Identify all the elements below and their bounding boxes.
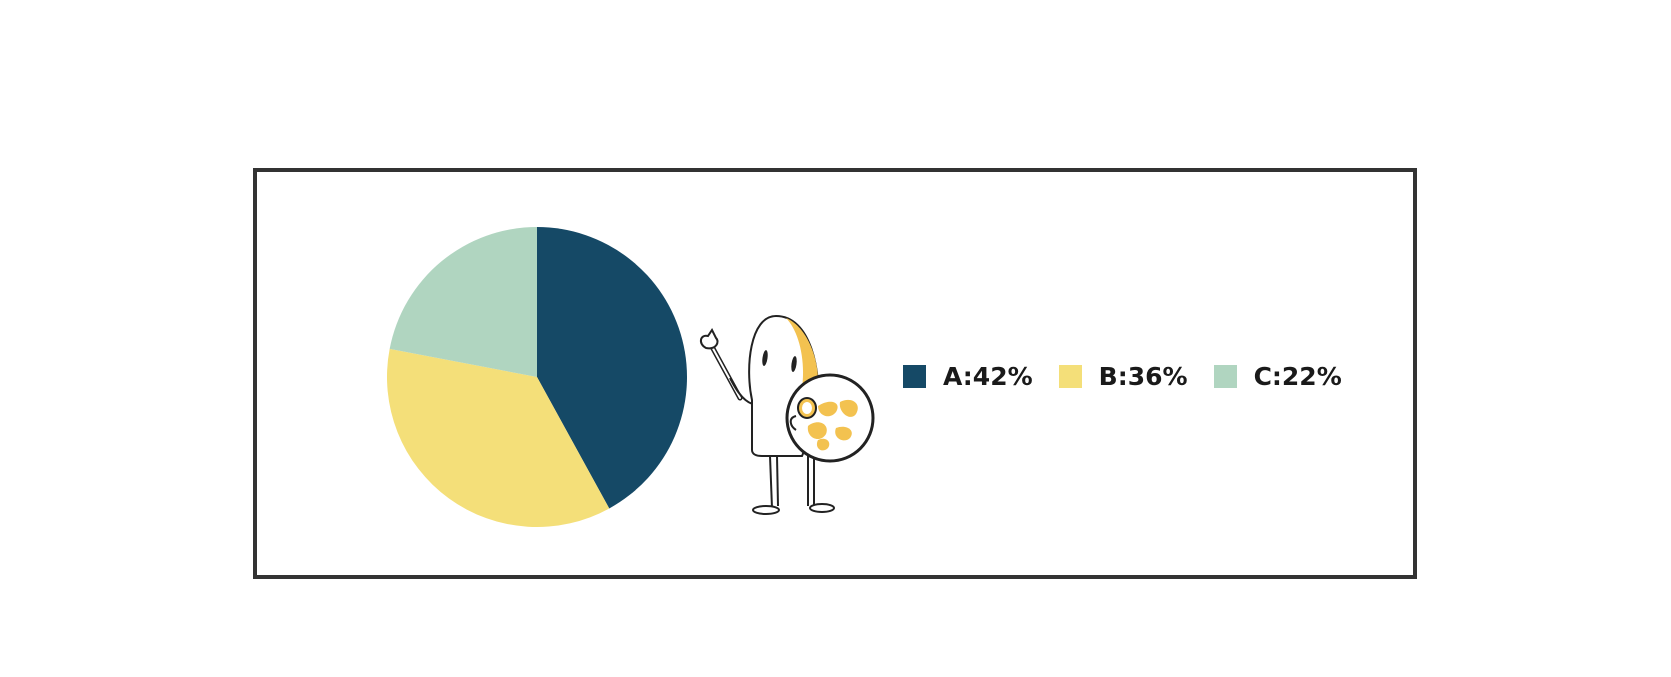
- legend-label-b: B:36%: [1098, 361, 1188, 391]
- legend-item-c: C:22%: [1213, 361, 1342, 391]
- legend-swatch-c: [1213, 364, 1237, 388]
- pie-slice-b: [387, 348, 610, 528]
- legend: A:42% B:36% C:22%: [903, 360, 1368, 392]
- pie-slice-c: [389, 227, 537, 377]
- legend-swatch-a: [903, 364, 926, 388]
- legend-item-a: A:42%: [903, 362, 1033, 391]
- pie-slices: [387, 227, 688, 528]
- legend-label-a: A:42%: [943, 361, 1033, 391]
- painter-mascot-icon: [700, 314, 875, 515]
- legend-swatch-b: [1058, 364, 1082, 388]
- legend-item-b: B:36%: [1058, 361, 1188, 391]
- pie-slice-a: [537, 227, 688, 509]
- legend-label-c: C:22%: [1253, 361, 1342, 391]
